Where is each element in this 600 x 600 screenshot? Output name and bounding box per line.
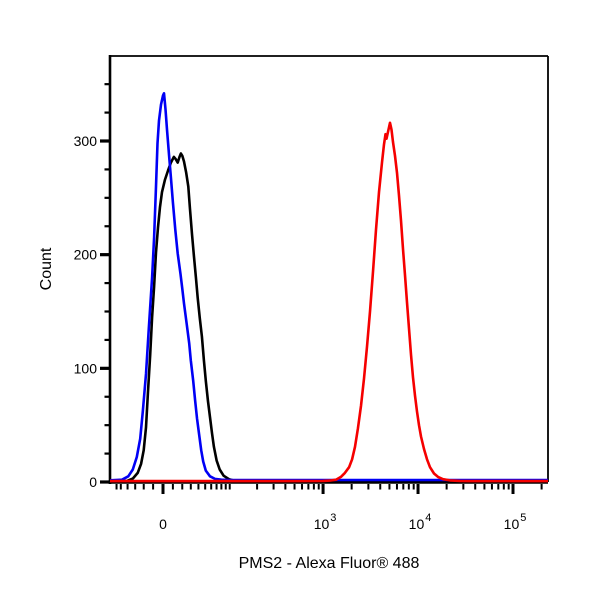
histogram-curves — [110, 92, 548, 483]
axis-tick-labels: 0 100 200 300 0 103 104 105 — [74, 133, 527, 532]
y-tick-label: 300 — [74, 133, 98, 149]
black-control-curve — [110, 152, 548, 483]
y-tick-label: 0 — [89, 474, 97, 490]
x-tick-label: 0 — [159, 516, 167, 532]
y-tick-label: 100 — [74, 360, 98, 376]
axis-ticks — [100, 83, 543, 494]
y-tick-label: 200 — [74, 247, 98, 263]
x-tick-label: 103 — [314, 512, 337, 532]
x-axis-title: PMS2 - Alexa Fluor® 488 — [239, 555, 420, 572]
red-pms2-curve — [110, 121, 548, 483]
x-tick-label: 104 — [409, 512, 432, 532]
plot-frame — [108, 55, 549, 484]
blue-control-curve — [110, 92, 548, 482]
y-axis-title: Count — [38, 247, 55, 290]
x-tick-label: 105 — [504, 512, 527, 532]
